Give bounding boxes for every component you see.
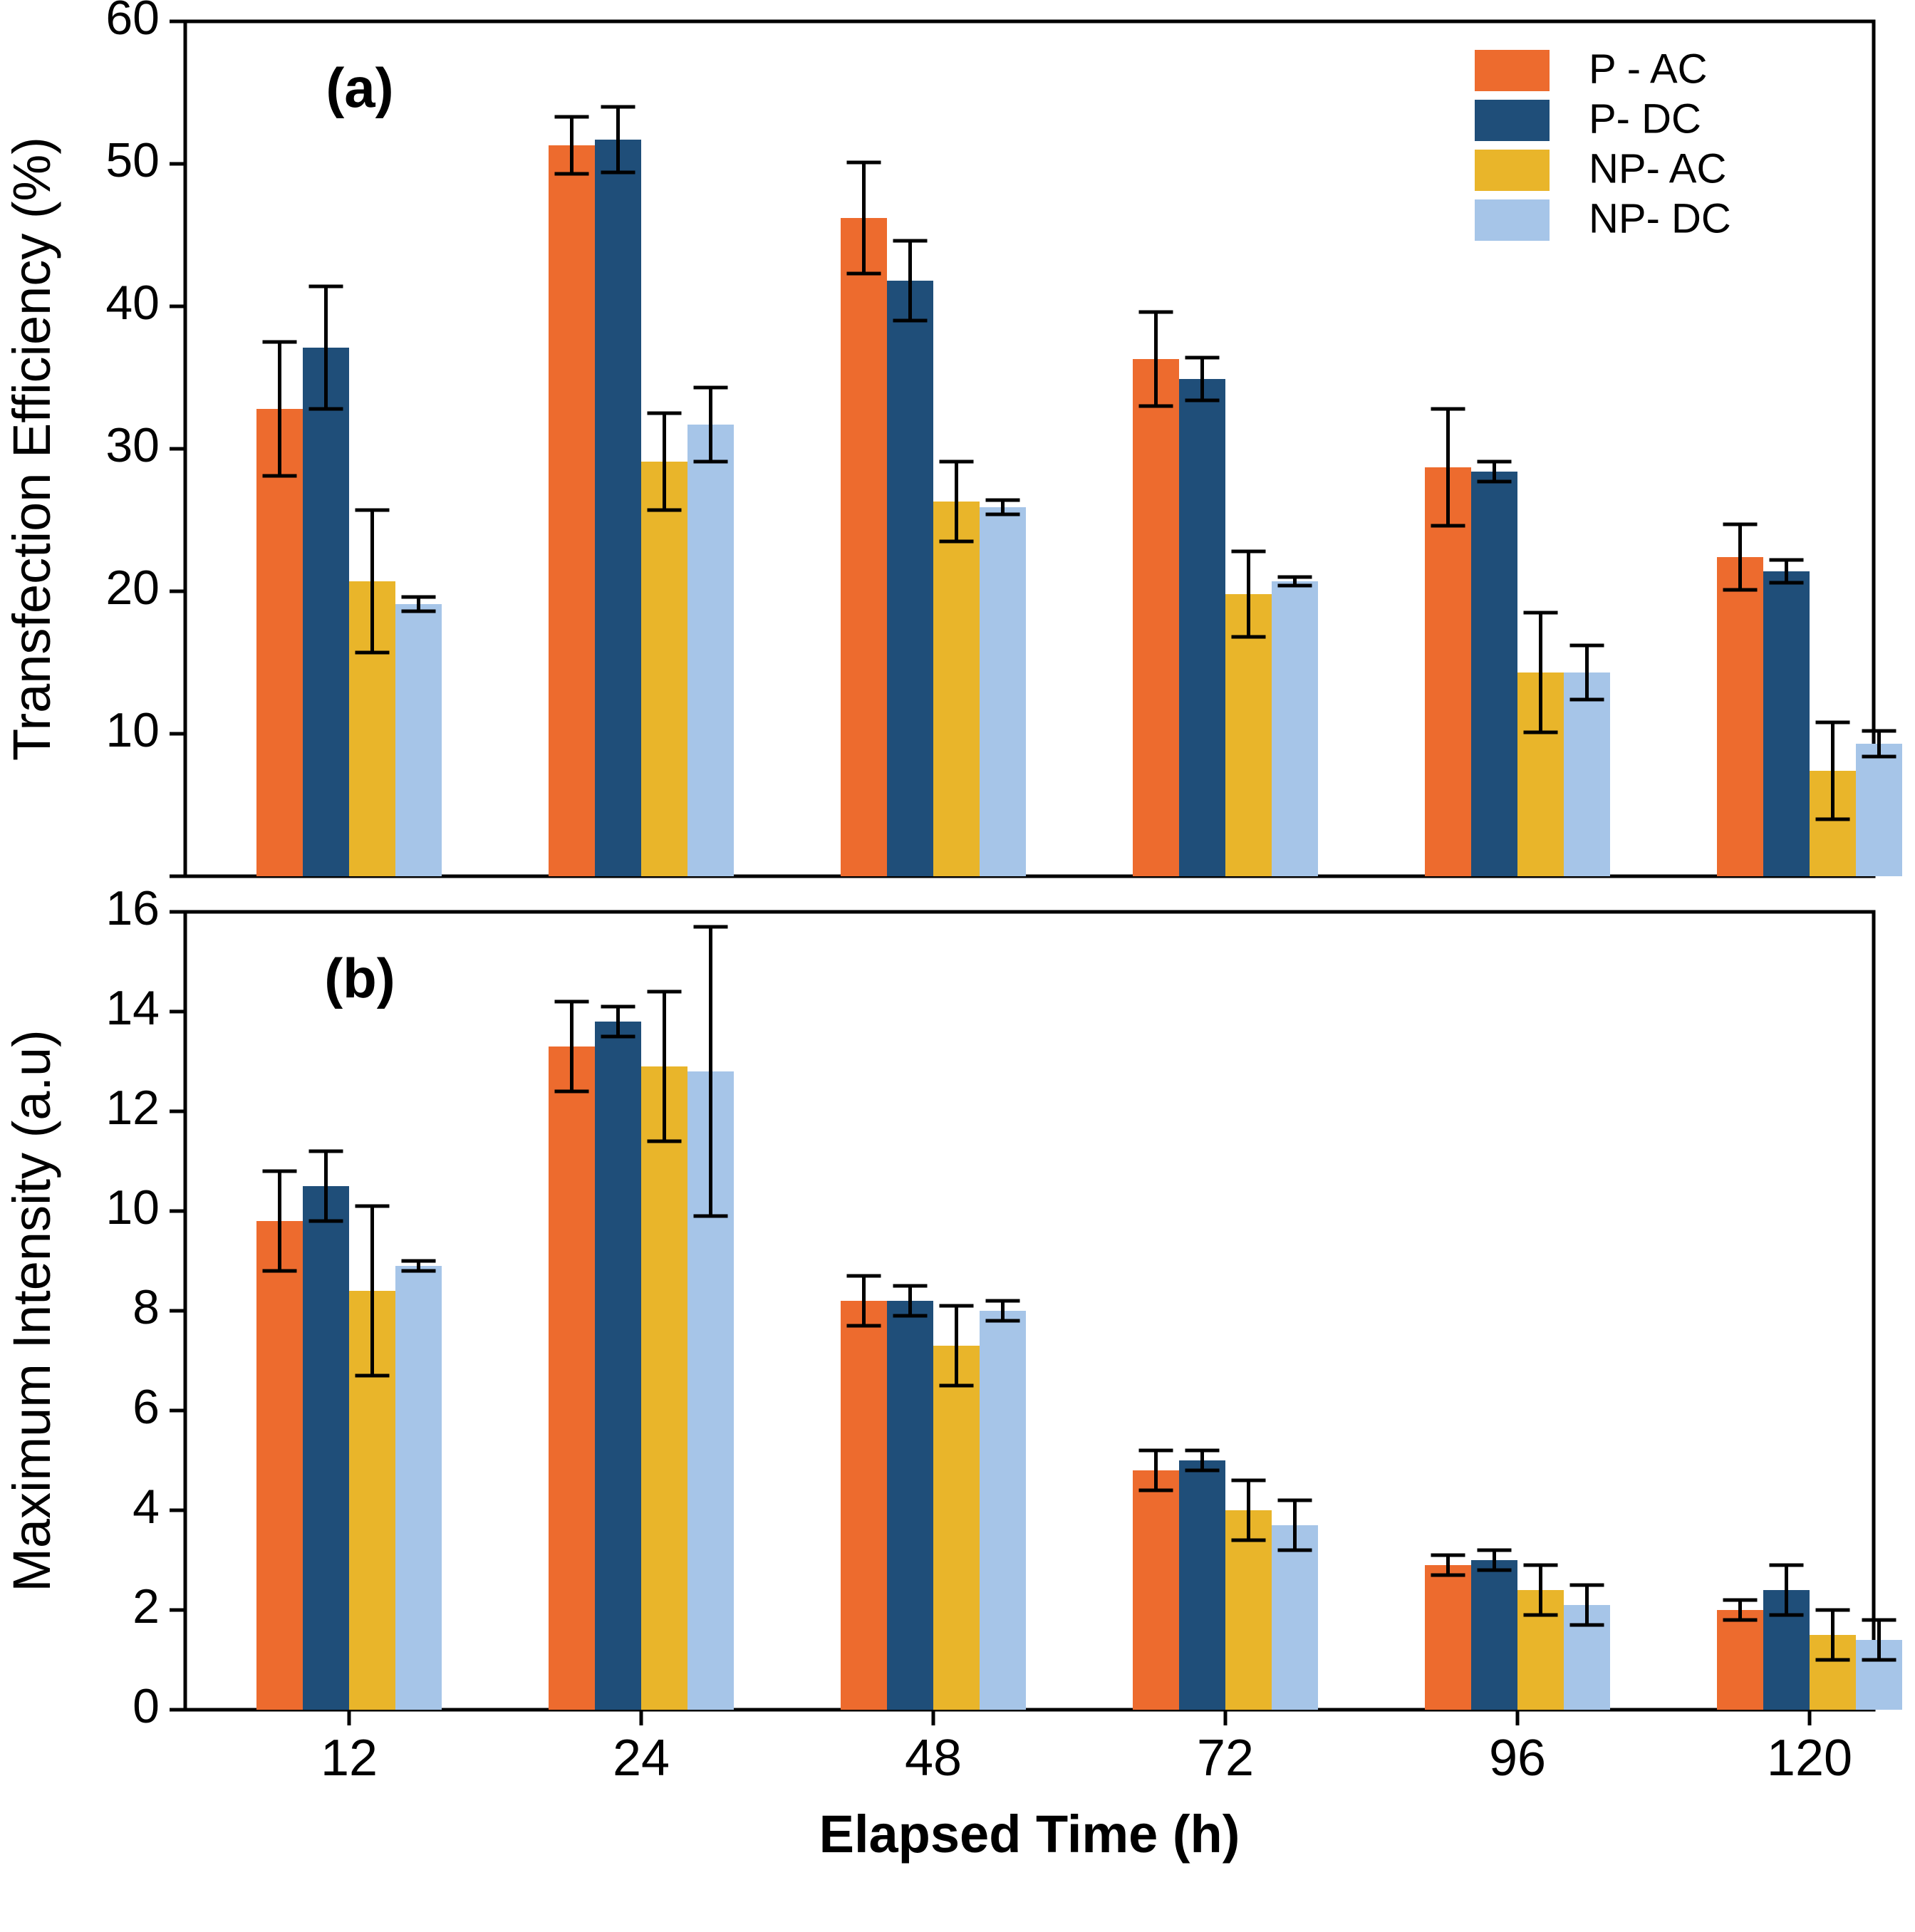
panel-a-ytick-label: 50 bbox=[105, 133, 160, 187]
x-tick-label: 120 bbox=[1767, 1730, 1852, 1787]
panel-b-y-axis-label: Maximum Intensity (a.u) bbox=[2, 1029, 61, 1592]
panel-b-label: (b) bbox=[324, 947, 395, 1009]
panel-b-bar bbox=[933, 1346, 980, 1710]
panel-b-ytick-label: 0 bbox=[133, 1679, 160, 1733]
legend-swatch bbox=[1475, 199, 1550, 241]
legend-label: NP- AC bbox=[1589, 145, 1726, 192]
legend-swatch bbox=[1475, 100, 1550, 141]
panel-b-bar bbox=[1272, 1525, 1318, 1710]
panel-a-bar bbox=[933, 502, 980, 876]
panel-b-bar bbox=[395, 1266, 442, 1710]
panel-b-ytick-label: 14 bbox=[105, 981, 160, 1035]
x-tick-label: 96 bbox=[1489, 1730, 1546, 1787]
panel-a-label: (a) bbox=[326, 56, 393, 119]
panel-b-ytick-label: 10 bbox=[105, 1180, 160, 1235]
panel-b-bar bbox=[980, 1311, 1026, 1710]
panel-a-bar bbox=[1272, 581, 1318, 876]
panel-b-bar bbox=[303, 1186, 349, 1710]
x-tick-label: 12 bbox=[321, 1730, 378, 1787]
panel-b-ytick-label: 12 bbox=[105, 1081, 160, 1135]
panel-a-bar bbox=[1133, 359, 1179, 876]
figure-container: 102030405060Transfection Efficiency (%)(… bbox=[0, 0, 1915, 1932]
legend-swatch bbox=[1475, 50, 1550, 91]
x-tick-label: 48 bbox=[905, 1730, 962, 1787]
panel-b-bar bbox=[887, 1301, 933, 1710]
panel-b-bar bbox=[549, 1046, 595, 1710]
x-tick-label: 72 bbox=[1197, 1730, 1254, 1787]
legend-label: P- DC bbox=[1589, 95, 1701, 142]
panel-b-ytick-label: 2 bbox=[133, 1579, 160, 1634]
panel-a-bar bbox=[1856, 744, 1902, 876]
panel-b-bar bbox=[1133, 1470, 1179, 1710]
panel-a-ytick-label: 20 bbox=[105, 561, 160, 615]
panel-a-ytick-label: 10 bbox=[105, 703, 160, 757]
panel-b-ytick-label: 8 bbox=[133, 1280, 160, 1334]
panel-b-bar bbox=[1425, 1565, 1471, 1710]
panel-b-ytick-label: 4 bbox=[133, 1480, 160, 1534]
panel-a-bar bbox=[887, 281, 933, 876]
panel-b-bar bbox=[641, 1066, 687, 1710]
panel-a-bar bbox=[256, 409, 303, 876]
panel-a-ytick-label: 60 bbox=[105, 0, 160, 45]
panel-a-bar bbox=[1425, 467, 1471, 876]
panel-b-bar bbox=[1717, 1610, 1763, 1710]
panel-a-bar bbox=[1179, 379, 1225, 876]
panel-a-bar bbox=[595, 140, 641, 876]
panel-b-bar bbox=[595, 1022, 641, 1710]
panel-b-ytick-label: 6 bbox=[133, 1380, 160, 1434]
x-axis-label: Elapsed Time (h) bbox=[819, 1804, 1240, 1864]
panel-a-bar bbox=[1564, 672, 1610, 876]
x-tick-label: 24 bbox=[613, 1730, 670, 1787]
panel-a-bar bbox=[841, 218, 887, 876]
figure-svg: 102030405060Transfection Efficiency (%)(… bbox=[0, 0, 1915, 1932]
panel-a-bar bbox=[687, 425, 734, 876]
legend-label: NP- DC bbox=[1589, 195, 1731, 242]
panel-a-ytick-label: 30 bbox=[105, 418, 160, 472]
legend-swatch bbox=[1475, 150, 1550, 191]
panel-a-bar bbox=[980, 507, 1026, 876]
panel-b-bar bbox=[256, 1221, 303, 1710]
panel-a-bar bbox=[1471, 472, 1517, 876]
legend-label: P - AC bbox=[1589, 46, 1708, 92]
panel-a-y-axis-label: Transfection Efficiency (%) bbox=[2, 137, 61, 761]
panel-b-bar bbox=[1179, 1460, 1225, 1710]
panel-b-bar bbox=[1471, 1560, 1517, 1710]
panel-a-ytick-label: 40 bbox=[105, 276, 160, 330]
panel-a-bar bbox=[549, 145, 595, 876]
panel-a-bar bbox=[641, 462, 687, 876]
panel-a-bar bbox=[395, 604, 442, 876]
panel-a-bar bbox=[1763, 571, 1810, 876]
panel-a-bar bbox=[303, 348, 349, 876]
panel-a-bar bbox=[1717, 557, 1763, 876]
panel-b-ytick-label: 16 bbox=[105, 881, 160, 935]
panel-b-bar bbox=[841, 1301, 887, 1710]
